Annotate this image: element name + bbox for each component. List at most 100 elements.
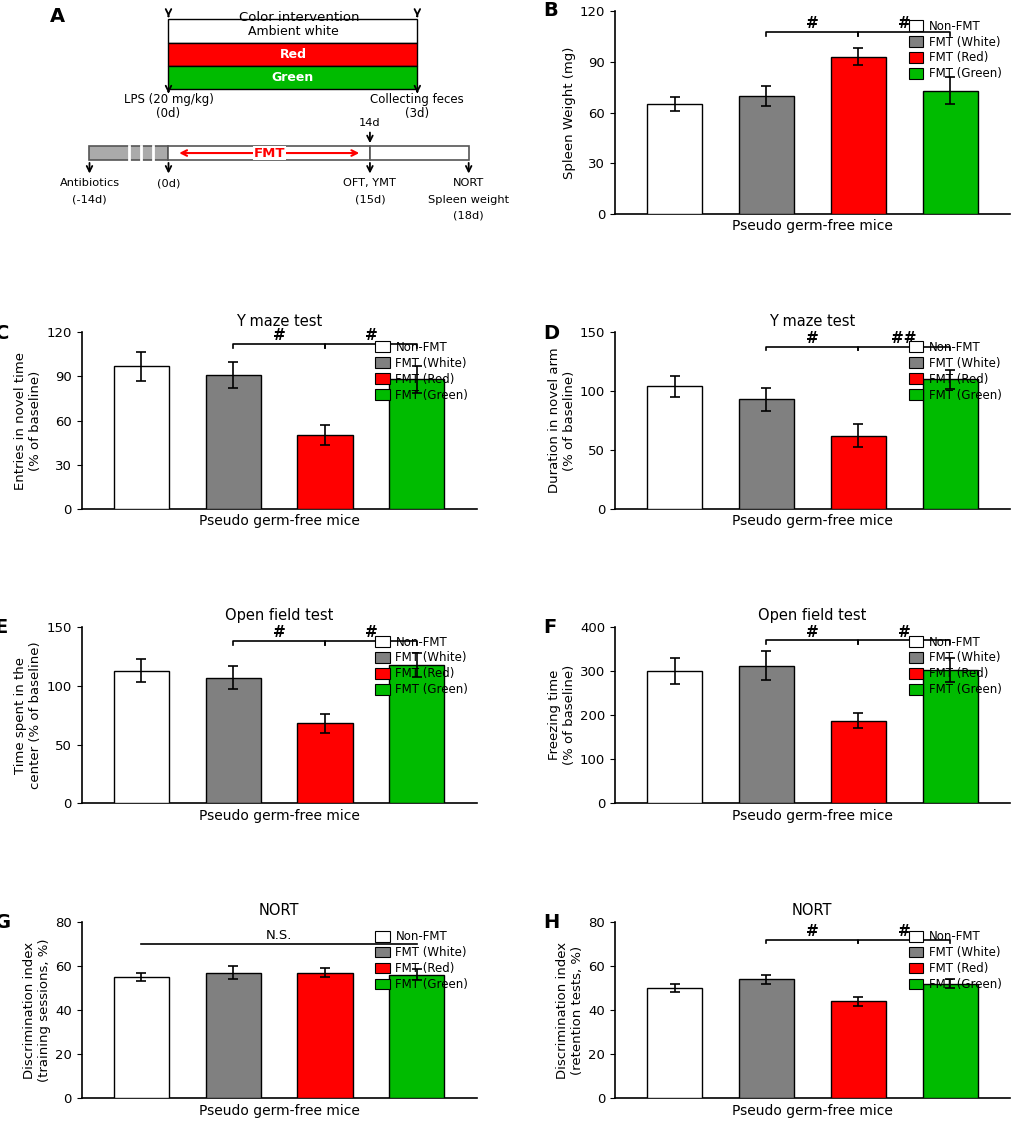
Bar (738, 666, 793, 804)
Y-axis label: Spleen Weight (mg): Spleen Weight (mg) (562, 46, 575, 179)
Bar (921, 670, 976, 804)
Bar (90, 146, 168, 160)
Text: H: H (543, 914, 559, 932)
Y-axis label: Time spent in the
center (% of baseline): Time spent in the center (% of baseline) (14, 642, 43, 789)
Text: Collecting feces: Collecting feces (370, 93, 464, 106)
Bar (206, 375, 261, 508)
Text: G: G (0, 914, 11, 932)
Bar (646, 386, 701, 508)
X-axis label: Pseudo germ-free mice: Pseudo germ-free mice (732, 809, 892, 823)
Text: #: # (272, 626, 285, 641)
Bar (168, 66, 417, 89)
X-axis label: Pseudo germ-free mice: Pseudo germ-free mice (199, 809, 359, 823)
Y-axis label: Discrimination index
(training sessions, %): Discrimination index (training sessions,… (22, 938, 51, 1082)
Bar (298, 972, 353, 1098)
Title: Y maze test: Y maze test (768, 314, 855, 328)
Text: (3d): (3d) (405, 108, 429, 120)
Text: (0d): (0d) (156, 108, 180, 120)
Text: #: # (897, 924, 910, 938)
Y-axis label: Duration in novel arm
(% of baseline): Duration in novel arm (% of baseline) (547, 348, 575, 494)
Text: #: # (897, 625, 910, 640)
Text: C: C (0, 324, 9, 343)
Bar (646, 104, 701, 214)
Text: (18d): (18d) (452, 211, 484, 221)
X-axis label: Pseudo germ-free mice: Pseudo germ-free mice (199, 514, 359, 529)
Legend: Non-FMT, FMT (White), FMT (Red), FMT (Green): Non-FMT, FMT (White), FMT (Red), FMT (Gr… (905, 633, 1003, 698)
Bar (829, 57, 884, 214)
Text: #: # (805, 331, 818, 345)
Text: Red: Red (279, 48, 306, 61)
Text: #: # (364, 626, 377, 641)
Text: #: # (805, 924, 818, 938)
Text: (-14d): (-14d) (72, 195, 107, 205)
Text: #: # (805, 16, 818, 31)
X-axis label: Pseudo germ-free mice: Pseudo germ-free mice (732, 1104, 892, 1117)
Text: Spleen weight: Spleen weight (428, 195, 508, 205)
Text: #: # (272, 328, 285, 343)
Bar (738, 400, 793, 508)
Text: 14d: 14d (359, 118, 380, 128)
X-axis label: Pseudo germ-free mice: Pseudo germ-free mice (199, 1104, 359, 1117)
Text: LPS (20 mg/kg): LPS (20 mg/kg) (123, 93, 213, 106)
Text: #: # (364, 328, 377, 343)
Text: Ambient white: Ambient white (248, 25, 338, 37)
Title: NORT: NORT (792, 903, 832, 918)
Legend: Non-FMT, FMT (White), FMT (Red), FMT (Green): Non-FMT, FMT (White), FMT (Red), FMT (Gr… (905, 338, 1003, 404)
Bar (298, 723, 353, 804)
Text: A: A (50, 7, 65, 26)
Text: Antibiotics: Antibiotics (59, 179, 119, 188)
Title: Open field test: Open field test (224, 608, 333, 624)
Bar (168, 43, 417, 66)
Bar (168, 19, 417, 43)
Text: #: # (805, 625, 818, 640)
Bar (646, 988, 701, 1098)
Text: (15d): (15d) (355, 195, 385, 205)
Text: FMT: FMT (253, 146, 284, 160)
Text: OFT, YMT: OFT, YMT (343, 179, 396, 188)
Text: Green: Green (271, 71, 314, 84)
Text: N.S.: N.S. (266, 929, 292, 942)
Text: B: B (543, 1, 558, 20)
Text: D: D (543, 324, 559, 343)
Legend: Non-FMT, FMT (White), FMT (Red), FMT (Green): Non-FMT, FMT (White), FMT (Red), FMT (Gr… (373, 338, 470, 404)
Bar (646, 671, 701, 804)
X-axis label: Pseudo germ-free mice: Pseudo germ-free mice (732, 514, 892, 529)
Bar (738, 979, 793, 1098)
Y-axis label: Entries in novel time
(% of baseline): Entries in novel time (% of baseline) (14, 352, 43, 489)
X-axis label: Pseudo germ-free mice: Pseudo germ-free mice (732, 220, 892, 233)
Text: (0d): (0d) (157, 179, 180, 188)
Bar (389, 975, 444, 1098)
Bar (829, 721, 884, 804)
Title: Open field test: Open field test (757, 608, 866, 624)
Legend: Non-FMT, FMT (White), FMT (Red), FMT (Green): Non-FMT, FMT (White), FMT (Red), FMT (Gr… (373, 928, 470, 994)
Bar (829, 436, 884, 508)
Y-axis label: Discrimination index
(retention tests, %): Discrimination index (retention tests, %… (555, 942, 584, 1079)
Legend: Non-FMT, FMT (White), FMT (Red), FMT (Green): Non-FMT, FMT (White), FMT (Red), FMT (Gr… (373, 633, 470, 698)
Bar (114, 977, 169, 1098)
Bar (389, 664, 444, 804)
Bar (370, 146, 468, 160)
Bar (921, 379, 976, 508)
Text: Color intervention: Color intervention (238, 11, 359, 24)
Bar (829, 1001, 884, 1098)
Bar (114, 367, 169, 508)
Legend: Non-FMT, FMT (White), FMT (Red), FMT (Green): Non-FMT, FMT (White), FMT (Red), FMT (Gr… (905, 17, 1003, 83)
Bar (114, 670, 169, 804)
Bar (921, 91, 976, 214)
Text: NORT: NORT (452, 179, 484, 188)
Legend: Non-FMT, FMT (White), FMT (Red), FMT (Green): Non-FMT, FMT (White), FMT (Red), FMT (Gr… (905, 928, 1003, 994)
Title: Y maze test: Y maze test (235, 314, 322, 328)
Text: F: F (543, 618, 556, 637)
Bar (206, 678, 261, 804)
Bar (298, 435, 353, 508)
Bar (921, 984, 976, 1098)
Bar (206, 972, 261, 1098)
Bar (168, 146, 370, 160)
Bar (738, 96, 793, 214)
Title: NORT: NORT (259, 903, 299, 918)
Bar (389, 379, 444, 508)
Text: #: # (897, 16, 910, 31)
Text: E: E (0, 618, 8, 637)
Y-axis label: Freezing time
(% of baseline): Freezing time (% of baseline) (547, 666, 575, 765)
Text: ##: ## (891, 331, 916, 345)
